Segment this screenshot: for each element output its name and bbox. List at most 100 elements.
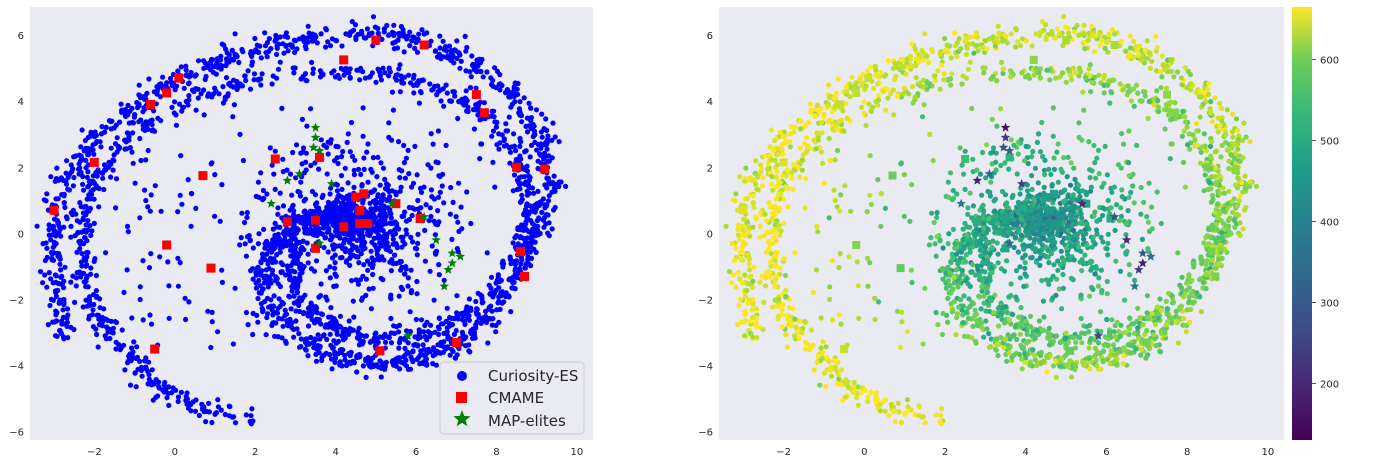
point-curiosity-es — [544, 185, 550, 191]
point-curiosity-es — [262, 30, 268, 36]
point-curiosity-es — [230, 57, 237, 63]
point-curiosity-es — [299, 116, 305, 122]
point-curiosity-es — [534, 201, 540, 207]
point-curiosity-es — [198, 91, 204, 97]
point-curiosity-es — [317, 336, 323, 342]
point-curiosity-es — [327, 43, 334, 49]
point-fitness — [939, 266, 946, 272]
point-fitness — [1150, 332, 1156, 338]
point-fitness — [942, 47, 949, 53]
point-curiosity-es — [230, 114, 236, 120]
point-curiosity-es — [195, 95, 201, 101]
point-curiosity-es — [126, 353, 132, 359]
point-fitness — [1173, 308, 1179, 314]
point-curiosity-es — [285, 323, 291, 329]
legend-marker-curiosity-es — [457, 371, 467, 381]
point-curiosity-es — [273, 309, 279, 315]
point-fitness — [1007, 344, 1013, 351]
point-curiosity-es — [344, 139, 350, 145]
point-curiosity-es — [350, 252, 356, 258]
point-curiosity-es — [519, 196, 525, 202]
point-curiosity-es — [556, 183, 562, 190]
point-curiosity-es — [497, 306, 503, 312]
point-curiosity-es — [489, 108, 495, 114]
point-curiosity-es — [166, 402, 172, 408]
point-curiosity-es — [275, 66, 282, 72]
point-curiosity-es — [305, 305, 311, 311]
point-curiosity-es — [185, 177, 191, 183]
point-curiosity-es — [474, 311, 480, 317]
point-fitness — [829, 109, 836, 115]
point-fitness — [1169, 68, 1175, 75]
point-curiosity-es — [459, 226, 465, 232]
point-curiosity-es — [203, 419, 209, 425]
point-curiosity-es — [421, 352, 427, 358]
point-curiosity-es — [376, 200, 383, 206]
point-curiosity-es — [333, 318, 339, 324]
point-curiosity-es — [298, 336, 304, 342]
x-tick-label: 2 — [252, 447, 258, 458]
point-curiosity-es — [323, 294, 329, 300]
point-curiosity-es — [78, 144, 84, 150]
point-curiosity-es — [450, 199, 456, 205]
point-curiosity-es — [343, 65, 349, 71]
point-fitness — [912, 411, 918, 418]
point-curiosity-es — [432, 232, 438, 238]
point-curiosity-es — [288, 306, 294, 312]
point-curiosity-es — [149, 382, 155, 388]
point-curiosity-es — [397, 337, 403, 343]
point-curiosity-es — [61, 285, 67, 291]
point-curiosity-es — [98, 144, 104, 150]
point-curiosity-es — [83, 257, 89, 264]
point-curiosity-es — [183, 63, 189, 69]
point-curiosity-es — [76, 239, 82, 245]
point-curiosity-es — [294, 326, 300, 332]
point-curiosity-es — [485, 340, 491, 346]
point-curiosity-es — [232, 285, 238, 291]
point-curiosity-es — [430, 353, 436, 359]
point-curiosity-es — [51, 227, 57, 233]
point-curiosity-es — [277, 34, 283, 40]
point-curiosity-es — [359, 182, 365, 188]
point-curiosity-es — [452, 93, 458, 99]
point-curiosity-es — [327, 237, 333, 243]
point-fitness — [1127, 315, 1133, 321]
point-fitness — [779, 147, 785, 153]
point-curiosity-es — [239, 210, 245, 216]
point-curiosity-es — [345, 131, 351, 137]
point-curiosity-es — [280, 156, 286, 162]
point-curiosity-es — [113, 205, 119, 211]
point-curiosity-es — [236, 59, 242, 66]
point-curiosity-es — [366, 31, 372, 37]
point-curiosity-es — [470, 62, 476, 68]
point-fitness — [939, 62, 945, 68]
point-curiosity-es — [212, 172, 218, 178]
point-curiosity-es — [260, 307, 266, 313]
point-curiosity-es — [508, 144, 515, 150]
point-curiosity-es — [137, 215, 143, 221]
point-curiosity-es — [331, 206, 337, 212]
point-curiosity-es — [299, 244, 305, 250]
point-curiosity-es — [156, 379, 162, 385]
point-curiosity-es — [332, 228, 339, 234]
point-curiosity-es — [422, 227, 428, 233]
point-fitness — [1117, 43, 1123, 49]
point-curiosity-es — [360, 105, 366, 111]
point-curiosity-es — [394, 221, 400, 227]
point-cmame — [415, 214, 425, 223]
point-fitness — [739, 244, 745, 250]
point-curiosity-es — [289, 288, 295, 294]
point-fitness — [1241, 120, 1247, 126]
point-fitness — [963, 51, 970, 58]
point-curiosity-es — [407, 309, 413, 315]
point-curiosity-es — [481, 100, 487, 106]
point-fitness — [1163, 298, 1169, 305]
point-curiosity-es — [337, 313, 343, 319]
point-curiosity-es — [260, 187, 266, 194]
point-curiosity-es — [287, 247, 294, 253]
point-curiosity-es — [353, 36, 359, 43]
point-fitness — [814, 102, 821, 108]
point-curiosity-es — [118, 101, 124, 107]
point-curiosity-es — [71, 174, 77, 181]
point-fitness — [1159, 74, 1165, 80]
